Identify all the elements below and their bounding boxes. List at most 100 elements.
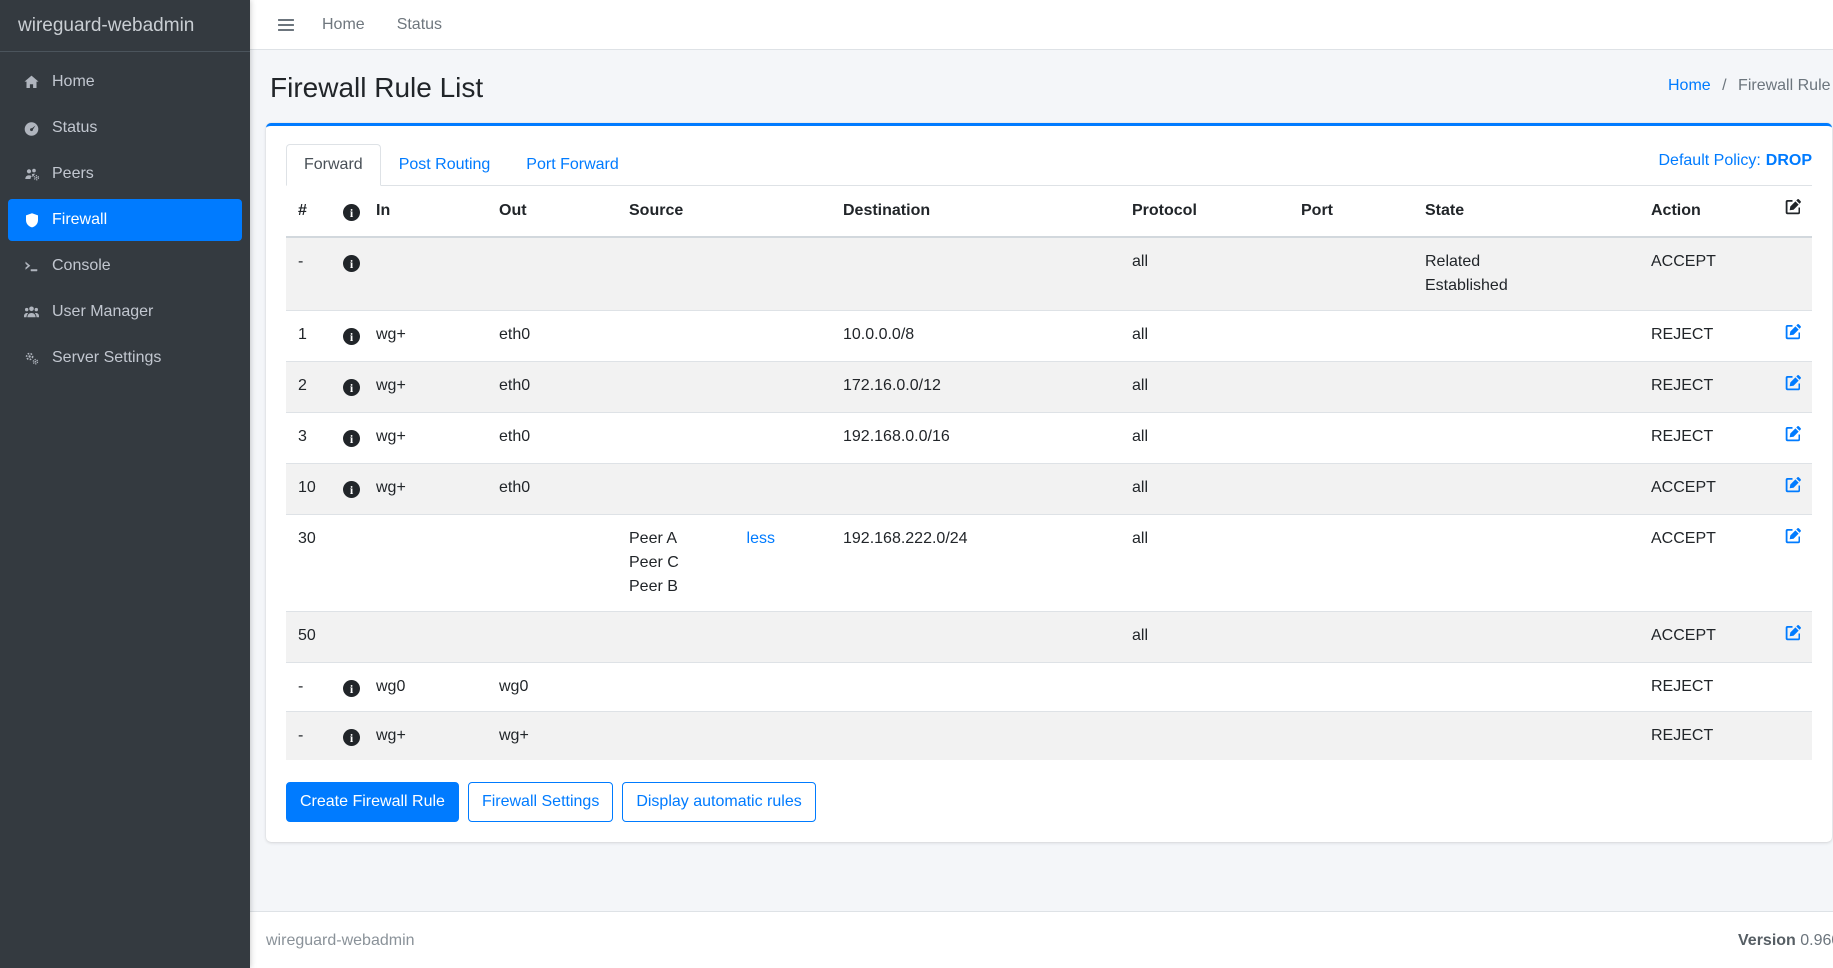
col-action: Action: [1639, 185, 1772, 238]
nav-status-link[interactable]: Status: [396, 15, 443, 33]
rule-edit-cell: [1772, 661, 1812, 712]
rule-action: ACCEPT: [1639, 236, 1772, 311]
brand-link[interactable]: wireguard-webadmin: [0, 0, 250, 52]
rule-protocol: all: [1120, 462, 1289, 515]
rule-port: [1289, 462, 1413, 515]
rule-info-cell: i: [331, 411, 364, 464]
shield-icon: [18, 212, 45, 228]
rule-state: [1413, 360, 1639, 413]
sidebar-item: Home: [8, 61, 242, 103]
firewall-rule-row: - i wg0 wg0 REJECT: [286, 661, 1812, 712]
sidebar-item-console[interactable]: Console: [8, 245, 242, 287]
content-header: Firewall Rule List: [266, 50, 1832, 123]
rule-number: 10: [286, 462, 331, 515]
peer-name: Peer C: [629, 553, 679, 571]
rule-info-cell: [331, 513, 364, 612]
rule-info-cell: i: [331, 309, 364, 362]
tab-item: Port Forward: [508, 144, 636, 186]
card-button-row: Create Firewall Rule Firewall Settings Dis…: [286, 781, 1812, 822]
col-info: i: [331, 185, 364, 238]
edit-rule-button[interactable]: [1784, 476, 1802, 494]
rule-in: wg0: [364, 661, 487, 712]
col-state: State: [1413, 185, 1639, 238]
sidebar-item: User Manager: [8, 291, 242, 333]
rule-in: [364, 236, 487, 311]
rule-destination: [831, 661, 1120, 712]
footer-version: Version 0.960: [1738, 929, 1833, 953]
rule-source: [617, 710, 831, 760]
table-header-row: # i In Out Source Destination Protocol P…: [286, 185, 1812, 238]
rule-action: REJECT: [1639, 661, 1772, 712]
edit-rule-button[interactable]: [1784, 374, 1802, 392]
gears-icon: [18, 350, 45, 366]
rule-info-cell: i: [331, 661, 364, 712]
display-automatic-rules-button[interactable]: Display automatic rules: [622, 781, 816, 822]
sidebar-item-server-settings[interactable]: Server Settings: [8, 337, 242, 379]
rule-in: wg+: [364, 710, 487, 760]
rule-edit-cell: [1772, 513, 1812, 612]
info-icon[interactable]: i: [343, 379, 360, 397]
firewall-card: Forward Post Routing Port Forward Default …: [266, 122, 1832, 842]
rule-protocol: [1120, 661, 1289, 712]
firewall-rule-row: 30 Peer A Peer C Peer B less 192.168.222.0/24…: [286, 513, 1812, 612]
sidebar-item: Console: [8, 245, 242, 287]
rule-source: [617, 360, 831, 413]
sidebar-item-status[interactable]: Status: [8, 107, 242, 149]
info-icon[interactable]: i: [343, 729, 360, 747]
top-navbar: Home Status: [250, 0, 1833, 50]
firewall-settings-button[interactable]: Firewall Settings: [467, 781, 614, 822]
rule-port: [1289, 710, 1413, 760]
sidebar-item-peers[interactable]: Peers: [8, 153, 242, 195]
rule-port: [1289, 360, 1413, 413]
rule-protocol: all: [1120, 513, 1289, 612]
rule-out: wg+: [487, 710, 617, 760]
home-icon: [18, 74, 45, 90]
rule-out: [487, 236, 617, 311]
card-body: Forward Post Routing Port Forward Default …: [266, 126, 1832, 842]
rule-out: eth0: [487, 360, 617, 413]
sidebar-item-user-manager[interactable]: User Manager: [8, 291, 242, 333]
info-icon[interactable]: i: [343, 430, 360, 448]
create-firewall-rule-button[interactable]: Create Firewall Rule: [286, 781, 459, 822]
default-policy-link[interactable]: Default Policy:: [1658, 152, 1761, 170]
rule-source: [617, 462, 831, 515]
rule-state: [1413, 661, 1639, 712]
info-icon[interactable]: i: [343, 255, 360, 273]
breadcrumb: Home / Firewall Rule List: [1668, 74, 1833, 98]
footer-version-value: 0.960: [1800, 932, 1833, 949]
rule-out: eth0: [487, 411, 617, 464]
rule-out: eth0: [487, 462, 617, 515]
rule-port: [1289, 309, 1413, 362]
sidebar-item-firewall[interactable]: Firewall: [8, 199, 242, 241]
tab-port-forward[interactable]: Port Forward: [526, 155, 619, 173]
tabs-row: Forward Post Routing Port Forward Default …: [286, 143, 1812, 186]
menu-toggle-icon[interactable]: [266, 8, 306, 42]
col-port: Port: [1289, 185, 1413, 238]
info-icon[interactable]: i: [343, 481, 360, 499]
rule-number: -: [286, 710, 331, 760]
rule-action: REJECT: [1639, 710, 1772, 760]
tab-forward[interactable]: Forward: [286, 143, 381, 186]
state-value: Established: [1425, 276, 1508, 294]
sidebar-item-home[interactable]: Home: [8, 61, 242, 103]
info-icon[interactable]: i: [343, 680, 360, 698]
terminal-icon: [18, 258, 45, 274]
edit-rule-button[interactable]: [1784, 323, 1802, 341]
sidebar-item: Status: [8, 107, 242, 149]
edit-rule-button[interactable]: [1784, 425, 1802, 443]
edit-rule-button[interactable]: [1784, 527, 1802, 545]
info-icon[interactable]: i: [343, 328, 360, 346]
rule-out: eth0: [487, 309, 617, 362]
firewall-rule-row: 2 i wg+ eth0 172.16.0.0/12 all REJECT: [286, 360, 1812, 413]
edit-rule-button[interactable]: [1784, 624, 1802, 642]
nav-home-link[interactable]: Home: [322, 15, 365, 33]
state-value: Related: [1425, 252, 1481, 270]
rule-state: [1413, 610, 1639, 663]
rule-protocol: all: [1120, 309, 1289, 362]
rule-edit-cell: [1772, 411, 1812, 464]
less-link[interactable]: less: [746, 529, 775, 547]
tab-post-routing[interactable]: Post Routing: [398, 155, 491, 173]
rule-state: [1413, 710, 1639, 760]
sidebar-item: Peers: [8, 153, 242, 195]
breadcrumb-home-link[interactable]: Home: [1668, 77, 1711, 94]
